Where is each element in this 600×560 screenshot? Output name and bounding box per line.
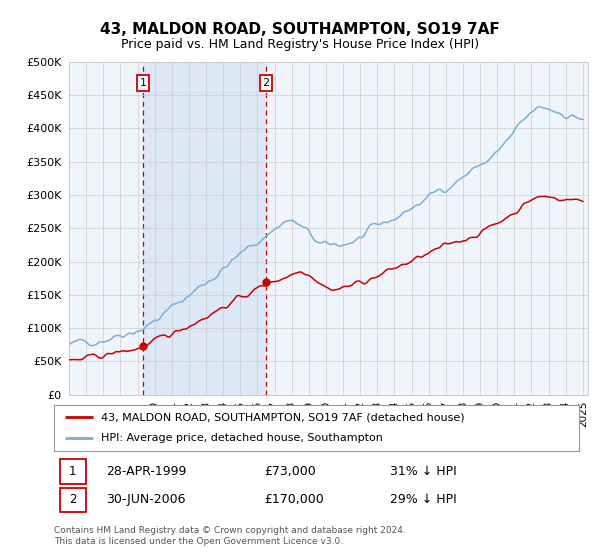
Text: 2: 2 bbox=[69, 493, 77, 506]
Text: £170,000: £170,000 bbox=[264, 493, 324, 506]
Text: 1: 1 bbox=[139, 78, 146, 88]
Bar bbox=[60, 488, 86, 512]
Bar bbox=[143, 62, 266, 395]
Text: 30-JUN-2006: 30-JUN-2006 bbox=[107, 493, 186, 506]
Text: 43, MALDON ROAD, SOUTHAMPTON, SO19 7AF: 43, MALDON ROAD, SOUTHAMPTON, SO19 7AF bbox=[100, 22, 500, 38]
Text: 2: 2 bbox=[262, 78, 269, 88]
Text: 31% ↓ HPI: 31% ↓ HPI bbox=[390, 465, 457, 478]
Text: HPI: Average price, detached house, Southampton: HPI: Average price, detached house, Sout… bbox=[101, 433, 383, 444]
Text: 1: 1 bbox=[69, 465, 77, 478]
Text: 28-APR-1999: 28-APR-1999 bbox=[107, 465, 187, 478]
Text: £73,000: £73,000 bbox=[264, 465, 316, 478]
Text: 29% ↓ HPI: 29% ↓ HPI bbox=[390, 493, 457, 506]
Text: Price paid vs. HM Land Registry's House Price Index (HPI): Price paid vs. HM Land Registry's House … bbox=[121, 38, 479, 51]
Text: 43, MALDON ROAD, SOUTHAMPTON, SO19 7AF (detached house): 43, MALDON ROAD, SOUTHAMPTON, SO19 7AF (… bbox=[101, 412, 465, 422]
Text: Contains HM Land Registry data © Crown copyright and database right 2024.
This d: Contains HM Land Registry data © Crown c… bbox=[54, 526, 406, 546]
Bar bbox=[60, 459, 86, 484]
